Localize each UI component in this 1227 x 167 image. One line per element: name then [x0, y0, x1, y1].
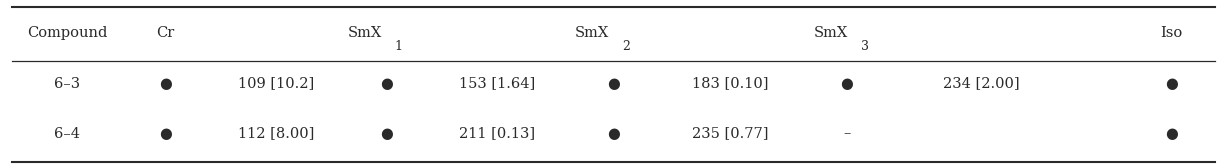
Text: SmX: SmX — [347, 26, 382, 40]
Text: 6–4: 6–4 — [54, 127, 81, 141]
Text: ●: ● — [1166, 127, 1178, 141]
Text: 153 [1.64]: 153 [1.64] — [459, 76, 535, 91]
Text: 234 [2.00]: 234 [2.00] — [944, 76, 1020, 91]
Text: 6–3: 6–3 — [54, 76, 81, 91]
Text: Cr: Cr — [157, 26, 174, 40]
Text: ●: ● — [380, 76, 393, 91]
Text: 3: 3 — [861, 40, 869, 53]
Text: ●: ● — [840, 76, 853, 91]
Text: ●: ● — [380, 127, 393, 141]
Text: 235 [0.77]: 235 [0.77] — [692, 127, 768, 141]
Text: ●: ● — [1166, 76, 1178, 91]
Text: ●: ● — [607, 76, 620, 91]
Text: 2: 2 — [622, 40, 629, 53]
Text: 183 [0.10]: 183 [0.10] — [692, 76, 768, 91]
Text: 112 [8.00]: 112 [8.00] — [238, 127, 314, 141]
Text: SmX: SmX — [814, 26, 848, 40]
Text: 1: 1 — [395, 40, 402, 53]
Text: SmX: SmX — [574, 26, 609, 40]
Text: Iso: Iso — [1161, 26, 1183, 40]
Text: ●: ● — [607, 127, 620, 141]
Text: ●: ● — [160, 127, 172, 141]
Text: 211 [0.13]: 211 [0.13] — [459, 127, 535, 141]
Text: 109 [10.2]: 109 [10.2] — [238, 76, 314, 91]
Text: –: – — [843, 127, 850, 141]
Text: ●: ● — [160, 76, 172, 91]
Text: Compound: Compound — [27, 26, 108, 40]
